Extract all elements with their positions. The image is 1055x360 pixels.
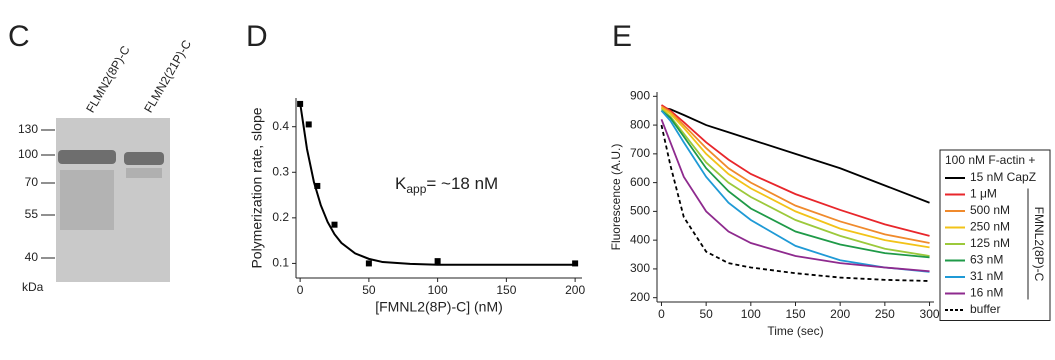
y-tick-label: 400: [630, 232, 650, 246]
legend-label: 63 nM: [970, 253, 1003, 267]
x-tick-label: 300: [920, 307, 940, 321]
x-tick-label: 0: [658, 307, 665, 321]
x-tick-label: 50: [362, 283, 376, 297]
point: [572, 260, 578, 266]
x-tick-label: 0: [297, 283, 304, 297]
point: [297, 101, 303, 107]
point: [332, 222, 338, 228]
smear: [126, 168, 162, 178]
legend-label: 500 nM: [970, 203, 1010, 217]
series-line: [661, 108, 929, 248]
x-axis-title: Time (sec): [767, 324, 823, 338]
y-tick-label: 0.3: [272, 164, 289, 178]
lane-label: FLMN2(21P)-C: [141, 37, 194, 115]
annotation-text: K: [395, 174, 407, 193]
legend-title: 100 nM F-actin +: [945, 153, 1035, 167]
x-tick-label: 200: [830, 307, 850, 321]
y-tick-label: 0.2: [272, 210, 289, 224]
marker-label: 40: [25, 250, 39, 264]
series-line: [661, 119, 929, 271]
series-line: [661, 106, 929, 243]
y-tick-label: 800: [630, 117, 650, 131]
marker-label: 100: [18, 147, 38, 161]
legend-label: 15 nM CapZ: [970, 170, 1036, 184]
legend-label: 250 nM: [970, 220, 1010, 234]
point: [314, 183, 320, 189]
gel: FLMN2(8P)-C FLMN2(21P)-C: [56, 37, 194, 282]
y-tick-label: 300: [630, 261, 650, 275]
y-tick-label: 700: [630, 146, 650, 160]
panel-letter: D: [246, 20, 268, 53]
legend-label: 31 nM: [970, 269, 1003, 283]
y-tick-label: 200: [630, 290, 650, 304]
marker-label: 130: [18, 122, 38, 136]
series-line: [661, 111, 929, 272]
point: [435, 258, 441, 264]
y-axis-title: Fluorescence (A.U.): [609, 144, 623, 251]
x-tick-label: 150: [496, 283, 516, 297]
band: [124, 152, 164, 165]
point: [306, 121, 312, 127]
x-axis-title: [FMNL2(8P)-C] (nM): [375, 299, 503, 315]
band: [58, 150, 116, 164]
marker-label: 70: [25, 175, 39, 189]
y-tick-label: 900: [630, 88, 650, 102]
bracket-label: FMNL2(8P)-C: [1032, 207, 1046, 282]
marker-label: 55: [25, 207, 39, 221]
annotation: Kapp= ~18 nM: [395, 174, 498, 196]
x-tick-label: 200: [565, 283, 585, 297]
x-tick-label: 150: [785, 307, 805, 321]
y-tick-label: 500: [630, 204, 650, 218]
annotation-subscript: app: [406, 182, 426, 196]
point: [366, 260, 372, 266]
y-tick-label: 0.4: [272, 119, 289, 133]
smear: [60, 170, 114, 230]
panel-letter: E: [612, 20, 632, 53]
y-tick-label: 0.1: [272, 256, 289, 270]
figure: C D E FLMN2(8P)-C FLMN2(21P)-C 130 100 70 5…: [0, 0, 1055, 355]
series-line: [661, 109, 929, 256]
lane-label: FLMN2(8P)-C: [83, 43, 133, 115]
panel-letter: C: [8, 20, 30, 53]
legend-label: buffer: [970, 302, 1000, 316]
y-axis-title: Polymerization rate, slope: [249, 107, 265, 268]
x-tick-label: 50: [699, 307, 713, 321]
legend-label: 125 nM: [970, 236, 1010, 250]
x-tick-label: 250: [875, 307, 895, 321]
x-tick-label: 100: [428, 283, 448, 297]
unit-label: kDa: [22, 280, 44, 294]
legend-label: 16 nM: [970, 286, 1003, 300]
legend-label: 1 μM: [970, 187, 997, 201]
annotation-rest: = ~18 nM: [426, 174, 498, 193]
x-tick-label: 100: [741, 307, 761, 321]
y-tick-label: 600: [630, 175, 650, 189]
